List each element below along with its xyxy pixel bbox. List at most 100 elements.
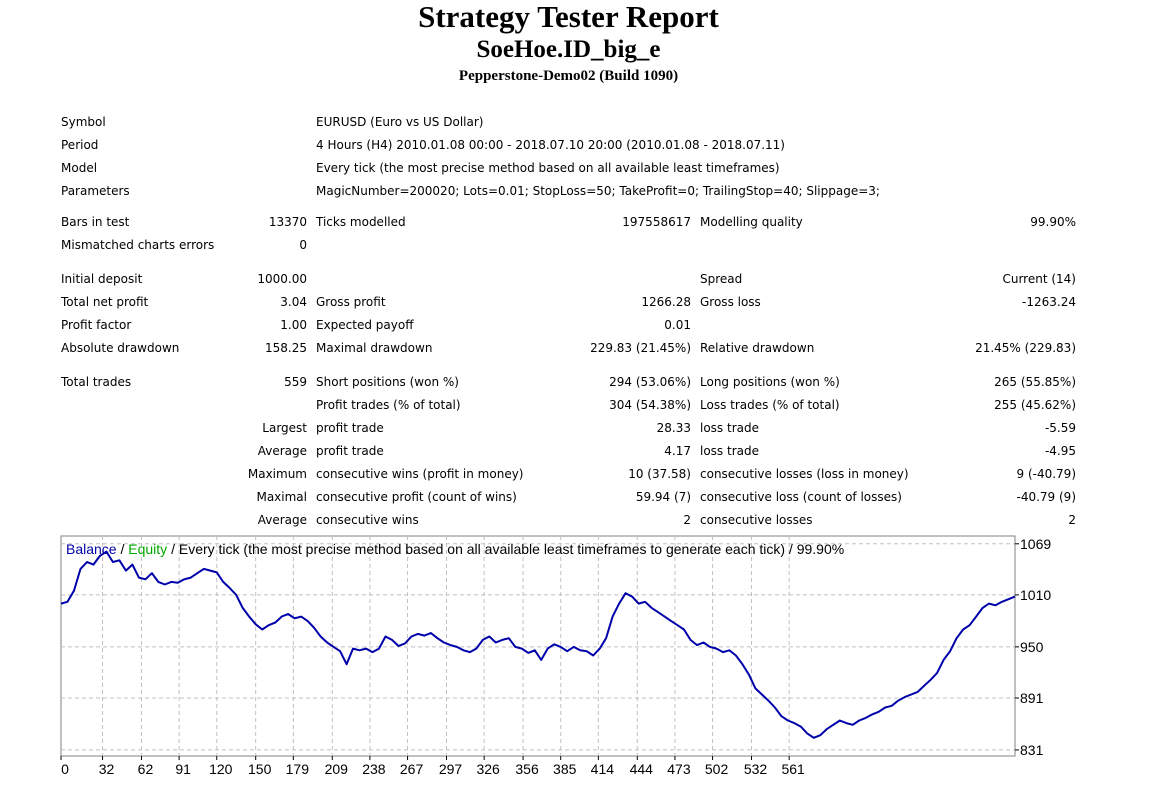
profit-trades-label: Profit trades (% of total) xyxy=(316,398,461,412)
largest-label: Largest xyxy=(262,421,307,435)
x-tick-label: 62 xyxy=(138,761,154,777)
model-value: Every tick (the most precise method base… xyxy=(316,161,780,175)
x-tick-label: 179 xyxy=(286,761,310,777)
mismatch-label: Mismatched charts errors xyxy=(61,238,215,252)
chart-ticks: 1069 1010 950 891 831 0 32 62 91 120 150 179 209 238 2… xyxy=(60,536,1051,777)
y-tick-label: 831 xyxy=(1020,742,1044,758)
y-tick-label: 1010 xyxy=(1020,587,1051,603)
x-tick-label: 502 xyxy=(705,761,729,777)
avg-consecutive-wins-label: consecutive wins xyxy=(316,513,419,527)
legend-balance: Balance xyxy=(66,541,117,557)
rel-drawdown-value: 21.45% (229.83) xyxy=(975,341,1076,355)
max-losses-label: consecutive losses (loss in money) xyxy=(700,467,909,481)
server-build: Pepperstone-Demo02 (Build 1090) xyxy=(458,68,679,84)
profit-factor-value: 1.00 xyxy=(280,318,307,332)
bars-value: 13370 xyxy=(268,215,307,229)
parameters-label: Parameters xyxy=(61,184,130,198)
max-drawdown-label: Maximal drawdown xyxy=(316,341,433,355)
symbol-value: EURUSD (Euro vs US Dollar) xyxy=(316,115,484,129)
gross-profit-label: Gross profit xyxy=(316,295,386,309)
x-tick-label: 297 xyxy=(439,761,463,777)
x-tick-label: 356 xyxy=(515,761,539,777)
mismatch-value: 0 xyxy=(299,238,307,252)
series-line-balance xyxy=(60,550,1016,739)
report-title: Strategy Tester Report xyxy=(418,0,719,34)
x-tick-label: 150 xyxy=(248,761,272,777)
chart-series xyxy=(60,550,1016,739)
bars-label: Bars in test xyxy=(61,215,130,229)
expected-payoff-label: Expected payoff xyxy=(316,318,414,332)
max-wins-value: 10 (37.58) xyxy=(628,467,691,481)
expected-payoff-value: 0.01 xyxy=(664,318,691,332)
max-drawdown-value: 229.83 (21.45%) xyxy=(590,341,691,355)
y-tick-label: 891 xyxy=(1020,690,1044,706)
legend-equity: Equity xyxy=(128,541,167,557)
x-tick-label: 32 xyxy=(99,761,115,777)
largest-loss-value: -5.59 xyxy=(1044,421,1076,435)
x-tick-label: 0 xyxy=(61,761,69,777)
symbol-label: Symbol xyxy=(61,115,106,129)
ticks-label: Ticks modelled xyxy=(316,215,406,229)
expert-name: SoeHoe.ID_big_e xyxy=(476,36,661,63)
model-label: Model xyxy=(61,161,98,175)
y-tick-label: 1069 xyxy=(1020,536,1051,552)
average-loss-label: loss trade xyxy=(700,444,759,458)
long-positions-value: 265 (55.85%) xyxy=(994,375,1076,389)
modelling-value: 99.90% xyxy=(1030,215,1076,229)
total-trades-label: Total trades xyxy=(61,375,132,389)
long-positions-label: Long positions (won %) xyxy=(700,375,840,389)
gross-loss-label: Gross loss xyxy=(700,295,761,309)
average-profit-label: profit trade xyxy=(316,444,384,458)
short-positions-label: Short positions (won %) xyxy=(316,375,459,389)
x-tick-label: 473 xyxy=(667,761,691,777)
abs-drawdown-value: 158.25 xyxy=(265,341,307,355)
max-wins-label: consecutive wins (profit in money) xyxy=(316,467,524,481)
net-profit-label: Total net profit xyxy=(61,295,149,309)
x-tick-label: 238 xyxy=(362,761,386,777)
modelling-label: Modelling quality xyxy=(700,215,803,229)
max-losses-value: 9 (-40.79) xyxy=(1016,467,1077,481)
largest-profit-label: profit trade xyxy=(316,421,384,435)
maximal-label: Maximal xyxy=(256,490,307,504)
x-tick-label: 120 xyxy=(209,761,233,777)
short-positions-value: 294 (53.06%) xyxy=(609,375,691,389)
spread-label: Spread xyxy=(700,272,743,286)
total-trades-value: 559 xyxy=(284,375,307,389)
gross-loss-value: -1263.24 xyxy=(1022,295,1076,309)
avg-consecutive-losses-label: consecutive losses xyxy=(700,513,813,527)
largest-profit-value: 28.33 xyxy=(656,421,691,435)
legend-sep: / xyxy=(117,541,129,557)
legend-description: / Every tick (the most precise method ba… xyxy=(167,541,844,557)
x-tick-label: 326 xyxy=(476,761,500,777)
maximal-profit-label: consecutive profit (count of wins) xyxy=(316,490,517,504)
avg-consecutive-wins-value: 2 xyxy=(683,513,691,527)
x-tick-label: 561 xyxy=(781,761,805,777)
x-tick-label: 385 xyxy=(553,761,577,777)
average-profit-value: 4.17 xyxy=(664,444,691,458)
rel-drawdown-label: Relative drawdown xyxy=(700,341,815,355)
average-label: Average xyxy=(257,444,307,458)
x-tick-label: 91 xyxy=(175,761,191,777)
period-value: 4 Hours (H4) 2010.01.08 00:00 - 2018.07.… xyxy=(316,138,785,152)
largest-loss-label: loss trade xyxy=(700,421,759,435)
x-tick-label: 209 xyxy=(325,761,349,777)
profit-trades-value: 304 (54.38%) xyxy=(609,398,691,412)
avg-consecutive-losses-value: 2 xyxy=(1068,513,1076,527)
maximal-profit-value: 59.94 (7) xyxy=(635,490,691,504)
x-tick-label: 444 xyxy=(630,761,654,777)
chart-legend: Balance / Equity / Every tick (the most … xyxy=(66,541,844,557)
average-loss-value: -4.95 xyxy=(1044,444,1076,458)
loss-trades-value: 255 (45.62%) xyxy=(994,398,1076,412)
avg-consecutive-label: Average xyxy=(257,513,307,527)
initial-deposit-label: Initial deposit xyxy=(61,272,143,286)
parameters-value: MagicNumber=200020; Lots=0.01; StopLoss=… xyxy=(316,184,880,198)
ticks-value: 197558617 xyxy=(622,215,691,229)
x-tick-label: 414 xyxy=(591,761,615,777)
abs-drawdown-label: Absolute drawdown xyxy=(61,341,180,355)
net-profit-value: 3.04 xyxy=(280,295,307,309)
spread-value: Current (14) xyxy=(1002,272,1076,286)
y-tick-label: 950 xyxy=(1020,639,1044,655)
initial-deposit-value: 1000.00 xyxy=(257,272,307,286)
x-tick-label: 267 xyxy=(400,761,424,777)
